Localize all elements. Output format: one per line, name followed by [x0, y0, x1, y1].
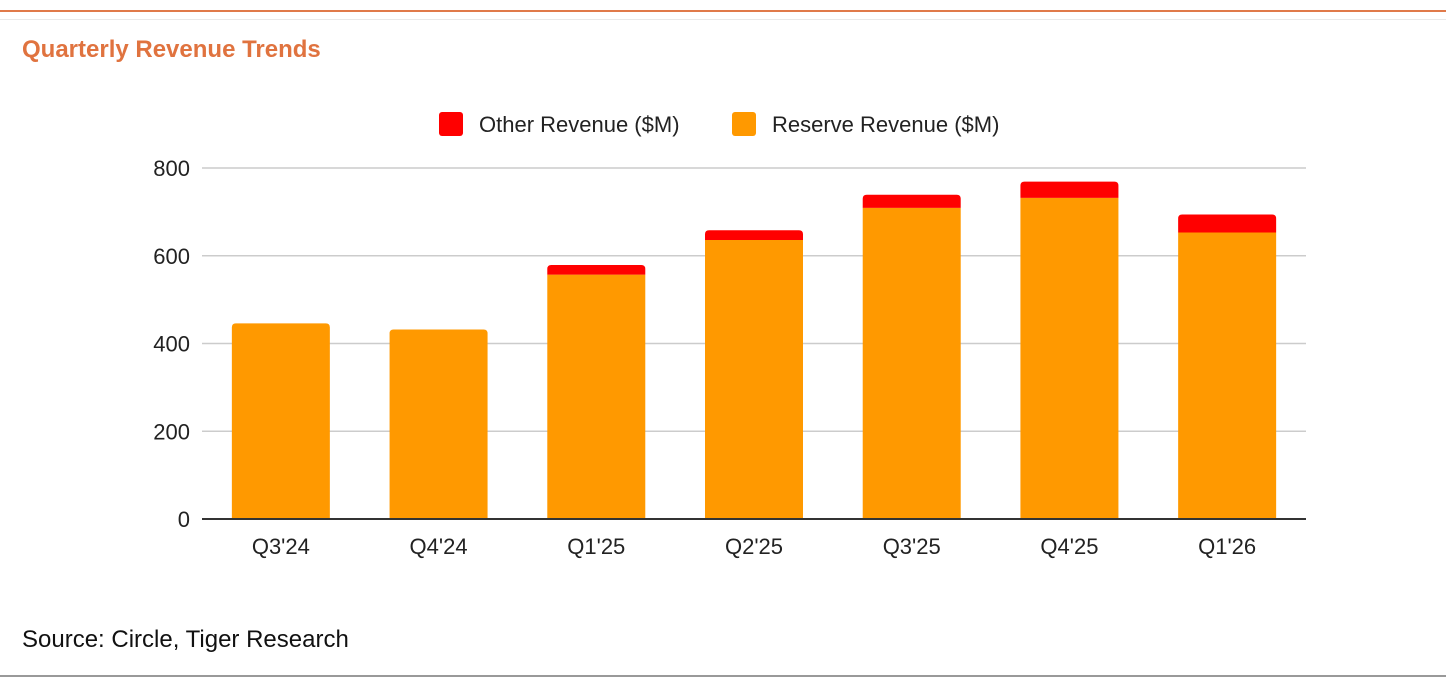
x-tick-label: Q3'24: [252, 534, 310, 559]
bar-reserve-revenue: [547, 274, 646, 519]
legend: Other Revenue ($M) Reserve Revenue ($M): [439, 112, 999, 137]
bottom-divider: [0, 675, 1446, 677]
x-tick-label: Q1'25: [567, 534, 625, 559]
y-tick-label: 800: [153, 156, 190, 181]
legend-swatch: [439, 112, 463, 136]
bar-reserve-revenue: [389, 329, 488, 519]
x-tick-label: Q4'25: [1040, 534, 1098, 559]
top-divider: [0, 10, 1446, 12]
bar-other-revenue: [862, 194, 961, 208]
legend-swatch: [732, 112, 756, 136]
top-divider-light: [0, 19, 1446, 20]
y-tick-label: 600: [153, 244, 190, 269]
bar-reserve-revenue: [231, 323, 330, 519]
x-axis-ticks: Q3'24 Q4'24 Q1'25 Q2'25 Q3'25 Q4'25 Q1'26: [202, 518, 1306, 559]
x-tick-label: Q1'26: [1198, 534, 1256, 559]
x-tick-label: Q3'25: [883, 534, 941, 559]
legend-label: Other Revenue ($M): [479, 112, 680, 137]
y-axis-ticks: 0 200 400 600 800: [153, 156, 190, 532]
x-tick-label: Q2'25: [725, 534, 783, 559]
bar-other-revenue: [1020, 181, 1119, 198]
y-tick-label: 200: [153, 419, 190, 444]
page-title: Quarterly Revenue Trends: [22, 36, 321, 63]
bar-reserve-revenue: [862, 207, 961, 519]
bars: [231, 181, 1277, 519]
bar-reserve-revenue: [1178, 232, 1277, 519]
bar-other-revenue: [547, 264, 646, 275]
source-note: Source: Circle, Tiger Research: [22, 626, 349, 653]
bar-other-revenue: [1178, 214, 1277, 233]
bar-reserve-revenue: [1020, 197, 1119, 519]
y-tick-label: 400: [153, 332, 190, 357]
bar-reserve-revenue: [705, 239, 803, 519]
legend-label: Reserve Revenue ($M): [772, 112, 999, 137]
x-tick-label: Q4'24: [410, 534, 468, 559]
bar-other-revenue: [705, 230, 803, 240]
y-tick-label: 0: [178, 507, 190, 532]
